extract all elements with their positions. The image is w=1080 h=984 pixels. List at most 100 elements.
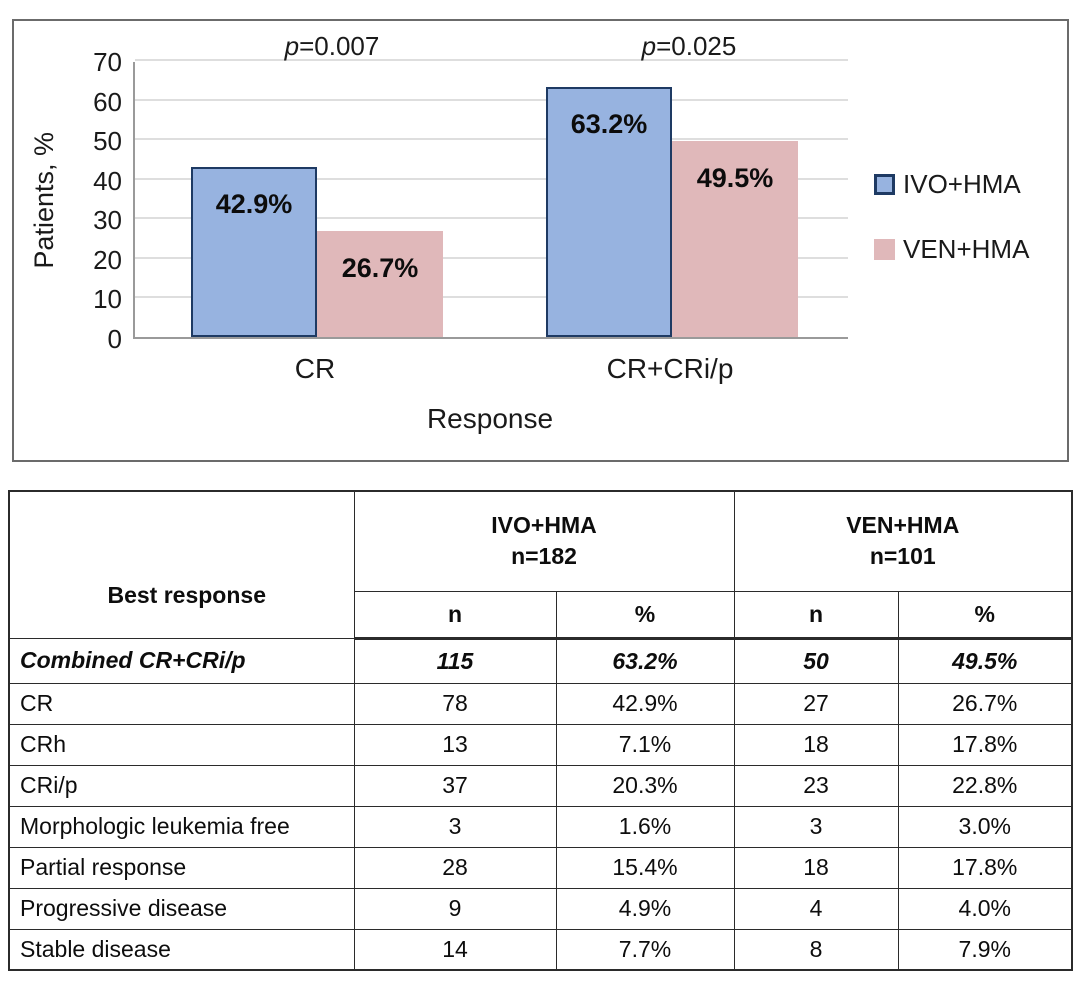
- subheader-ven-pct: %: [897, 590, 1073, 640]
- gridline: [135, 98, 848, 101]
- p-rest: =0.025: [656, 31, 737, 61]
- plot-area: 42.9% 26.7% 63.2% 49.5%: [133, 59, 848, 339]
- x-axis-title: Response: [426, 403, 554, 434]
- bar-value-label: 26.7%: [341, 253, 419, 284]
- gridline: [135, 59, 848, 61]
- p-italic: p: [641, 31, 657, 61]
- row-label: Stable disease: [8, 928, 355, 971]
- cell-value: 4.9%: [555, 887, 735, 930]
- cell-value: 14: [353, 928, 557, 971]
- table-row: Partial response 28 15.4% 18 17.8%: [8, 846, 1073, 889]
- cell-value: 18: [733, 846, 899, 889]
- table-sub-header-row: n % n %: [9, 590, 1073, 640]
- cell-value: 17.8%: [897, 723, 1073, 766]
- cell-value: 20.3%: [555, 764, 735, 807]
- p-value-label: p=0.025: [579, 31, 799, 62]
- p-italic: p: [284, 31, 300, 61]
- cell-value: 4.0%: [897, 887, 1073, 930]
- p-value-label: p=0.007: [222, 31, 442, 62]
- best-response-header: Best response: [8, 490, 355, 639]
- row-label: Morphologic leukemia free: [8, 805, 355, 848]
- subheader-ivo-n: n: [353, 590, 557, 640]
- cell-value: 7.1%: [555, 723, 735, 766]
- group-ivo-n: n=182: [511, 543, 577, 570]
- subheader-ivo-pct: %: [555, 590, 735, 640]
- table-row: Stable disease 14 7.7% 8 7.9%: [8, 928, 1073, 971]
- cell-value: 8: [733, 928, 899, 971]
- row-label: CRh: [8, 723, 355, 766]
- cell-value: 3.0%: [897, 805, 1073, 848]
- table-row: Combined CR+CRi/p 115 63.2% 50 49.5%: [8, 637, 1073, 684]
- legend-label: VEN+HMA: [903, 234, 1030, 264]
- cell-value: 15.4%: [555, 846, 735, 889]
- legend-item-ivo-hma: IVO+HMA: [874, 169, 1029, 200]
- gridline: [135, 296, 848, 299]
- cell-value: 42.9%: [555, 682, 735, 725]
- group-ivo-label: IVO+HMA: [491, 512, 597, 539]
- bar-ivo-hma: 63.2%: [546, 86, 672, 337]
- cell-value: 7.9%: [897, 928, 1073, 971]
- cell-value: 4: [733, 887, 899, 930]
- bar-value-label: 49.5%: [696, 163, 774, 194]
- cell-value: 1.6%: [555, 805, 735, 848]
- bar-ivo-hma: 42.9%: [191, 167, 317, 337]
- row-label: Combined CR+CRi/p: [8, 637, 355, 684]
- legend-swatch-icon: [874, 239, 895, 260]
- cell-value: 63.2%: [555, 637, 735, 684]
- cell-value: 7.7%: [555, 928, 735, 971]
- group-header-ivo: IVO+HMA n=182: [353, 490, 735, 592]
- row-label: CR: [8, 682, 355, 725]
- gridline: [135, 138, 848, 141]
- p-rest: =0.007: [299, 31, 380, 61]
- row-label: Partial response: [8, 846, 355, 889]
- y-tick-label: 70: [93, 47, 122, 77]
- table-group-header-row: Best response IVO+HMA n=182 VEN+HMA n=10…: [8, 490, 1073, 639]
- gridline: [135, 217, 848, 220]
- bar-ven-hma: 26.7%: [317, 231, 443, 337]
- cell-value: 3: [353, 805, 557, 848]
- cell-value: 49.5%: [897, 637, 1073, 684]
- group-ven-label: VEN+HMA: [846, 512, 960, 539]
- best-response-table: Best response IVO+HMA n=182 VEN+HMA n=10…: [8, 490, 1074, 971]
- table-row: CR 78 42.9% 27 26.7%: [8, 682, 1073, 725]
- cell-value: 28: [353, 846, 557, 889]
- table-row: Morphologic leukemia free 3 1.6% 3 3.0%: [8, 805, 1073, 848]
- bar-value-label: 63.2%: [570, 108, 648, 139]
- cell-value: 9: [353, 887, 557, 930]
- cell-value: 3: [733, 805, 899, 848]
- cell-value: 22.8%: [897, 764, 1073, 807]
- subheader-ven-n: n: [733, 590, 899, 640]
- bar-value-label: 42.9%: [215, 189, 293, 220]
- row-label: Progressive disease: [8, 887, 355, 930]
- table-row: Progressive disease 9 4.9% 4 4.0%: [8, 887, 1073, 930]
- cell-value: 78: [353, 682, 557, 725]
- gridline: [135, 177, 848, 180]
- cell-value: 50: [733, 637, 899, 684]
- cell-value: 27: [733, 682, 899, 725]
- legend-label: IVO+HMA: [903, 169, 1021, 199]
- cell-value: 13: [353, 723, 557, 766]
- x-category-label: CR+CRi/p: [606, 353, 734, 384]
- y-tick-label: 40: [93, 165, 122, 196]
- cell-value: 37: [353, 764, 557, 807]
- y-tick-label: 0: [107, 324, 122, 354]
- cell-value: 17.8%: [897, 846, 1073, 889]
- gridline: [135, 256, 848, 259]
- y-tick-label: 20: [93, 244, 122, 275]
- chart-legend: IVO+HMA VEN+HMA: [874, 169, 1029, 299]
- legend-swatch-icon: [874, 174, 895, 195]
- table-row: CRi/p 37 20.3% 23 22.8%: [8, 764, 1073, 807]
- group-ven-n: n=101: [869, 543, 936, 570]
- cell-value: 26.7%: [897, 682, 1073, 725]
- table-body: Combined CR+CRi/p 115 63.2% 50 49.5% CR 78 42.9…: [8, 637, 1073, 971]
- legend-item-ven-hma: VEN+HMA: [874, 234, 1029, 265]
- row-label: CRi/p: [8, 764, 355, 807]
- table-row: CRh 13 7.1% 18 17.8%: [8, 723, 1073, 766]
- y-tick-label: 10: [93, 284, 122, 315]
- y-tick-label: 30: [93, 205, 122, 236]
- cell-value: 18: [733, 723, 899, 766]
- group-header-ven: VEN+HMA n=101: [733, 490, 1073, 592]
- cell-value: 23: [733, 764, 899, 807]
- y-tick-label: 50: [93, 126, 122, 157]
- y-tick-label: 60: [93, 86, 122, 117]
